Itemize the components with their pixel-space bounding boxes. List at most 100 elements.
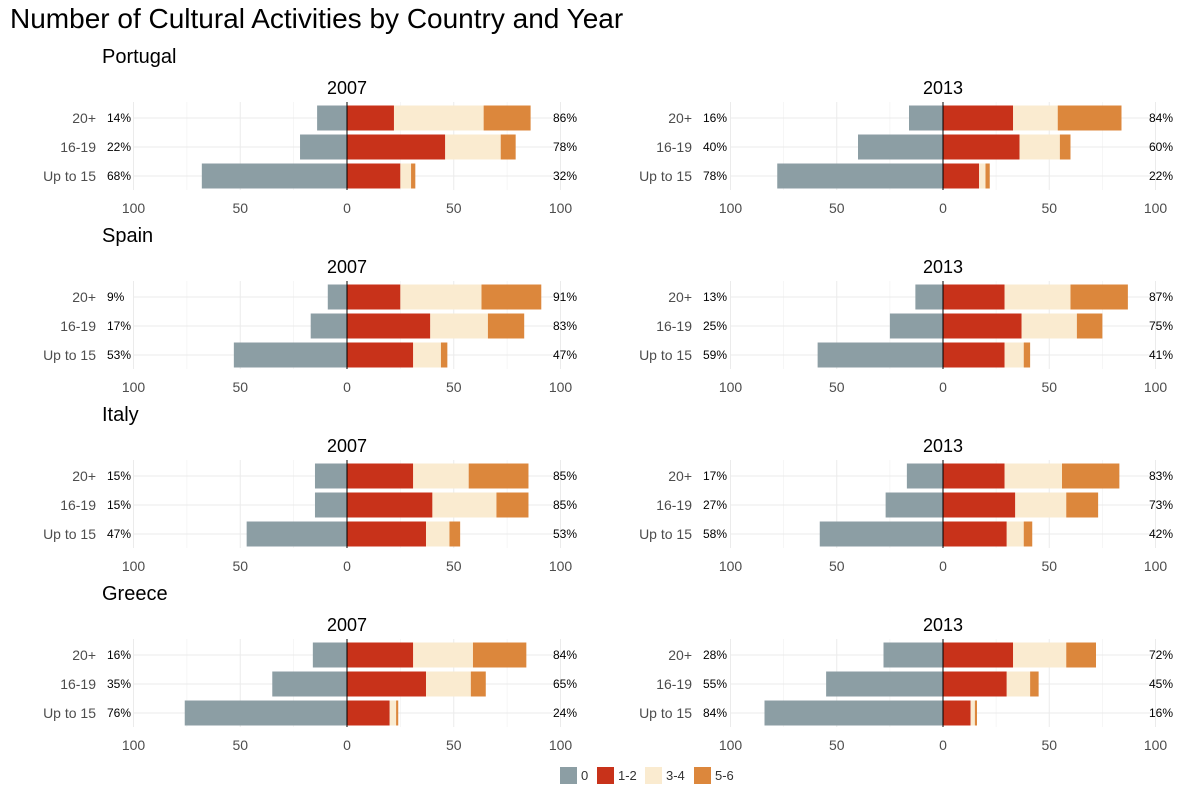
x-tick-label: 0 [343, 200, 351, 216]
x-tick-label: 50 [446, 200, 462, 216]
bar-segment-3-4 [413, 463, 469, 489]
x-tick-label: 50 [232, 200, 248, 216]
x-tick-label: 100 [719, 200, 743, 216]
bar-segment-3-4 [1019, 134, 1060, 160]
category-label: 16-19 [656, 139, 692, 155]
facet-panel: 2007 20+ 16% 84% 16-19 35% 65% Up to 15 76% 24% 10… [43, 615, 577, 753]
right-percent-label: 32% [553, 169, 577, 183]
bar-segment-1-2 [943, 521, 1007, 547]
facet-panel: 2007 20+ 9% 91% 16-19 17% 83% Up to 15 53% 47% 100… [43, 257, 577, 395]
legend-swatch [597, 767, 614, 784]
bar-segment-5-6 [483, 105, 531, 131]
category-label: Up to 15 [639, 347, 692, 363]
bar-segment-1-2 [943, 671, 1007, 697]
bar-segment-0 [909, 105, 943, 131]
bar-segment-1-2 [943, 492, 1016, 518]
left-percent-label: 13% [703, 290, 727, 304]
left-percent-label: 9% [107, 290, 125, 304]
bar-segment-5-6 [470, 671, 486, 697]
x-tick-label: 50 [446, 737, 462, 753]
bar-segment-1-2 [347, 163, 401, 189]
x-tick-label: 0 [939, 737, 947, 753]
category-label: 16-19 [656, 318, 692, 334]
bar-segment-0 [317, 105, 347, 131]
x-tick-label: 0 [343, 379, 351, 395]
category-label: Up to 15 [43, 168, 96, 184]
right-percent-label: 73% [1149, 498, 1173, 512]
bar-segment-5-6 [974, 700, 977, 726]
bar-segment-1-2 [347, 521, 426, 547]
bar-segment-5-6 [985, 163, 990, 189]
x-tick-label: 100 [122, 200, 146, 216]
legend-label: 0 [581, 768, 588, 783]
x-tick-label: 100 [122, 558, 146, 574]
right-percent-label: 91% [553, 290, 577, 304]
bar-segment-3-4 [1004, 284, 1071, 310]
x-tick-label: 100 [549, 379, 573, 395]
bar-segment-3-4 [445, 134, 501, 160]
category-label: 20+ [72, 647, 96, 663]
legend-label: 5-6 [715, 768, 734, 783]
right-percent-label: 47% [553, 348, 577, 362]
category-label: 16-19 [60, 139, 96, 155]
x-tick-label: 50 [829, 379, 845, 395]
category-label: Up to 15 [43, 705, 96, 721]
bar-segment-5-6 [440, 342, 448, 368]
bar-segment-3-4 [1006, 671, 1031, 697]
bar-segment-5-6 [1023, 521, 1033, 547]
x-tick-label: 100 [1144, 379, 1168, 395]
x-tick-label: 50 [232, 558, 248, 574]
bar-segment-3-4 [1004, 463, 1062, 489]
left-percent-label: 17% [107, 319, 131, 333]
x-tick-label: 100 [1144, 558, 1168, 574]
panel-year-label: 2013 [923, 257, 963, 277]
right-percent-label: 22% [1149, 169, 1173, 183]
category-label: Up to 15 [639, 705, 692, 721]
right-percent-label: 85% [553, 469, 577, 483]
left-percent-label: 40% [703, 140, 727, 154]
panel-year-label: 2013 [923, 615, 963, 635]
right-percent-label: 78% [553, 140, 577, 154]
left-percent-label: 16% [107, 648, 131, 662]
legend: 0 1-2 3-4 5-6 [560, 767, 734, 784]
bar-segment-5-6 [468, 463, 529, 489]
bar-segment-1-2 [943, 163, 980, 189]
panel-year-label: 2007 [327, 257, 367, 277]
x-tick-label: 100 [1144, 200, 1168, 216]
left-percent-label: 22% [107, 140, 131, 154]
bar-segment-1-2 [943, 134, 1020, 160]
right-percent-label: 85% [553, 498, 577, 512]
panel-year-label: 2007 [327, 615, 367, 635]
bar-segment-3-4 [1021, 313, 1077, 339]
left-percent-label: 59% [703, 348, 727, 362]
x-tick-label: 50 [446, 379, 462, 395]
x-tick-label: 0 [939, 200, 947, 216]
bar-segment-0 [858, 134, 943, 160]
left-percent-label: 76% [107, 706, 131, 720]
x-tick-label: 0 [343, 737, 351, 753]
bar-segment-3-4 [970, 700, 975, 726]
bar-segment-0 [817, 342, 943, 368]
left-percent-label: 27% [703, 498, 727, 512]
bar-segment-3-4 [425, 671, 471, 697]
x-tick-label: 50 [1041, 379, 1057, 395]
bar-segment-0 [184, 700, 347, 726]
country-title: Portugal [102, 46, 177, 68]
right-percent-label: 42% [1149, 527, 1173, 541]
bar-segment-0 [885, 492, 943, 518]
bar-segment-5-6 [449, 521, 461, 547]
category-label: 16-19 [60, 676, 96, 692]
panel-year-label: 2013 [923, 78, 963, 98]
bar-segment-5-6 [1066, 492, 1099, 518]
left-percent-label: 55% [703, 677, 727, 691]
category-label: 20+ [72, 110, 96, 126]
x-tick-label: 50 [829, 200, 845, 216]
category-label: 16-19 [656, 497, 692, 513]
category-label: Up to 15 [43, 526, 96, 542]
legend-swatch [694, 767, 711, 784]
category-label: 20+ [668, 289, 692, 305]
bar-segment-0 [889, 313, 943, 339]
bar-segment-5-6 [1070, 284, 1128, 310]
left-percent-label: 25% [703, 319, 727, 333]
